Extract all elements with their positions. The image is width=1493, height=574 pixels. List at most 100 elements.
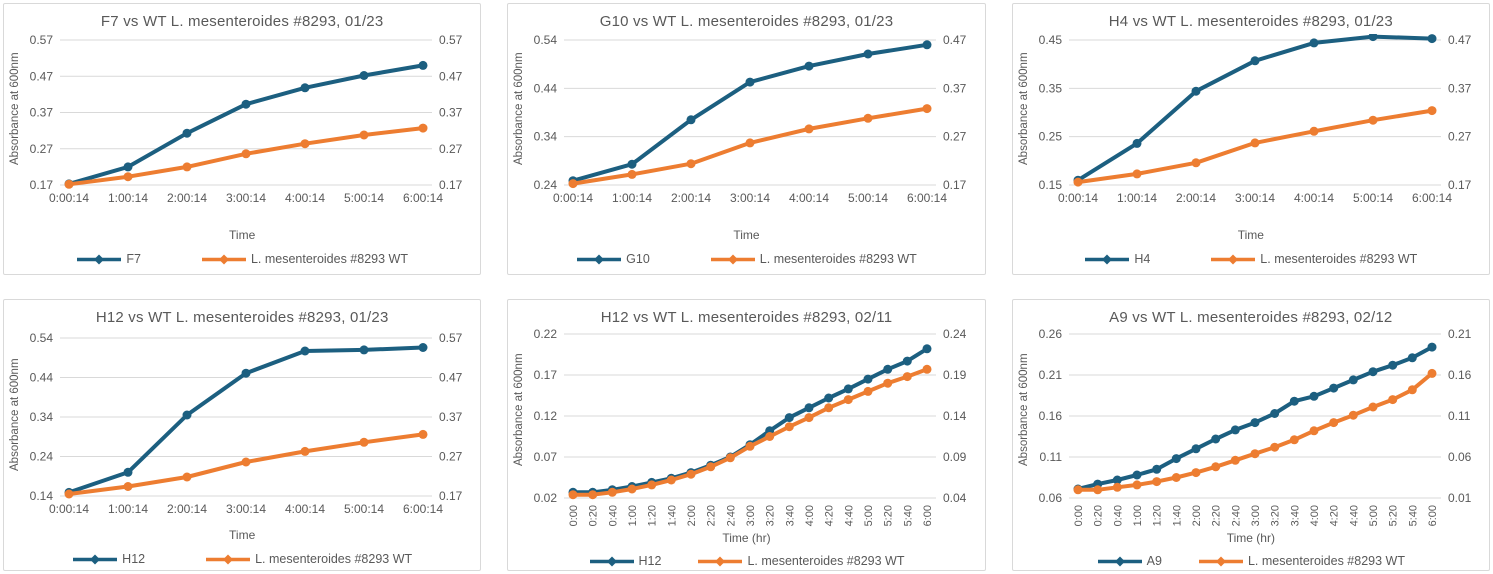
series-marker: [64, 179, 74, 189]
left-axis-tick-label: 0.22: [534, 328, 558, 341]
x-axis-tick-label: 3:00: [1250, 505, 1262, 526]
line-chart: 0.15 0.17 0.25 0.27 0.35 0.37 0.45 0.47 0:00:14 1…: [1038, 34, 1472, 205]
series-marker: [1250, 56, 1260, 66]
x-axis-tick-label: 5:40: [1407, 505, 1419, 526]
legend-line-marker-icon: [1211, 254, 1256, 264]
right-axis-tick-label: 0.37: [943, 81, 967, 95]
series-marker: [182, 472, 192, 482]
x-axis-tick-label: 1:20: [1151, 505, 1163, 526]
series-marker: [863, 113, 873, 123]
series-marker: [1368, 115, 1378, 125]
series-marker: [300, 446, 310, 456]
chart-title: G10 vs WT L. mesenteroides #8293, 01/23: [599, 13, 894, 30]
x-axis-tick-label: 0:20: [1092, 505, 1104, 526]
x-axis-tick-label: 2:00:14: [167, 502, 207, 516]
legend: H12 L. mesenteroides #8293 WT: [4, 552, 480, 566]
left-axis-tick-label: 0.25: [1038, 130, 1062, 144]
x-axis-tick-label: 0:40: [1112, 505, 1124, 526]
series-line: [571, 367, 930, 497]
legend-label: A9: [1146, 554, 1162, 568]
series-marker: [1368, 402, 1378, 412]
series-marker: [1427, 342, 1437, 352]
x-axis-tick-label: 0:40: [608, 505, 620, 526]
series-marker: [241, 368, 251, 378]
x-axis-tick-label: 4:00:14: [1294, 191, 1334, 205]
x-axis-tick-label: 6:00: [1427, 505, 1439, 526]
x-axis-tick-label: 3:00:14: [226, 502, 266, 516]
series-marker: [1171, 454, 1181, 464]
series-marker: [182, 410, 192, 420]
series-marker: [903, 356, 913, 366]
x-axis-tick-label: 5:00:14: [344, 502, 384, 516]
right-axis-tick-label: 0.57: [439, 332, 463, 345]
right-axis-tick-label: 0.24: [943, 328, 967, 341]
series-marker: [804, 403, 814, 413]
x-axis-tick-label: 4:00: [804, 505, 816, 526]
left-axis-tick-label: 0.34: [30, 410, 54, 424]
series-marker: [686, 115, 696, 125]
right-axis-tick-label: 0.17: [1448, 178, 1472, 192]
legend-key-wt: L. mesenteroides #8293 WT: [201, 252, 408, 266]
left-axis-tick-label: 0.15: [1038, 178, 1062, 192]
series-marker: [300, 346, 310, 356]
x-axis-tick-label: 6:00:14: [403, 191, 443, 205]
series-marker: [1387, 395, 1397, 405]
x-axis-tick-label: 1:00:14: [108, 502, 148, 516]
x-axis-tick-label: 6:00:14: [907, 191, 947, 205]
x-axis-tick-label: 4:00: [1309, 505, 1321, 526]
x-axis-tick-label: 6:00:14: [1412, 191, 1452, 205]
legend-marker-mutant: [1084, 254, 1130, 265]
x-axis-tick-label: 4:20: [824, 505, 836, 526]
x-axis-tick-label: 6:00: [922, 505, 934, 526]
left-axis-tick-label: 0.37: [30, 106, 54, 120]
left-axis-tick-label: 0.14: [30, 489, 54, 503]
legend-marker-wt: [1198, 556, 1244, 567]
x-axis-tick-label: 2:00:14: [167, 191, 207, 205]
plot-area: 0.14 0.17 0.24 0.27 0.34 0.37 0.44 0.47 0.54 0.57…: [10, 332, 480, 520]
series-line: [571, 346, 930, 495]
legend-marker-wt: [1210, 254, 1256, 265]
series-marker: [418, 60, 428, 70]
series-marker: [1151, 477, 1161, 487]
series-marker: [745, 138, 755, 148]
x-axis-tick-label: 2:00: [686, 505, 698, 526]
legend-marker-mutant: [76, 254, 122, 265]
legend-label: L. mesenteroides #8293 WT: [250, 252, 408, 266]
legend-label: H12: [122, 552, 146, 566]
x-axis-tick-label: 2:40: [726, 505, 738, 526]
x-axis-tick-label: 1:40: [667, 505, 679, 526]
series-marker: [1387, 360, 1397, 370]
series-marker: [804, 124, 814, 134]
legend-key-wt: L. mesenteroides #8293 WT: [710, 252, 917, 266]
series-marker: [1132, 470, 1142, 480]
series-marker: [1092, 485, 1102, 495]
series-marker: [1210, 462, 1220, 472]
legend-line-marker-icon: [589, 556, 634, 566]
left-axis-tick-label: 0.47: [30, 69, 54, 83]
left-axis-tick-label: 0.44: [30, 371, 54, 385]
plot-area: 0.17 0.17 0.27 0.27 0.37 0.37 0.47 0.47 0.57 0.57…: [10, 34, 480, 209]
left-axis-tick-label: 0.12: [534, 409, 558, 423]
legend-label: G10: [626, 252, 650, 266]
series-marker: [686, 159, 696, 169]
line-chart: 0.06 0.01 0.11 0.06 0.16 0.11 0.21 0.16 0.26 0.21…: [1038, 328, 1472, 526]
line-chart: 0.17 0.17 0.27 0.27 0.37 0.37 0.47 0.47 0.57 0.57…: [30, 34, 463, 205]
series-marker: [1191, 444, 1201, 454]
x-axis-tick-label: 0:00:14: [1058, 191, 1098, 205]
series-marker: [745, 77, 755, 87]
x-axis-tick-label: 2:00: [1191, 505, 1203, 526]
x-axis-tick-label: 3:40: [785, 505, 797, 526]
left-axis-tick-label: 0.45: [1038, 34, 1062, 47]
series-marker: [1171, 473, 1181, 482]
x-axis-tick-label: 2:00:14: [1176, 191, 1216, 205]
plot-area: 0.02 0.04 0.07 0.09 0.12 0.14 0.17 0.19 0.22 0.24…: [514, 328, 984, 546]
right-axis-tick-label: 0.21: [1448, 328, 1472, 341]
series-marker: [241, 457, 251, 467]
chart-panel-f7: F7 vs WT L. mesenteroides #8293, 01/23 A…: [3, 3, 482, 275]
right-axis-tick-label: 0.57: [439, 34, 463, 47]
x-axis-tick-label: 0:00: [568, 505, 580, 526]
series-marker: [667, 475, 677, 485]
right-axis-tick-label: 0.01: [1448, 491, 1472, 505]
x-axis-title: Time: [733, 228, 760, 242]
series-marker: [568, 490, 578, 500]
